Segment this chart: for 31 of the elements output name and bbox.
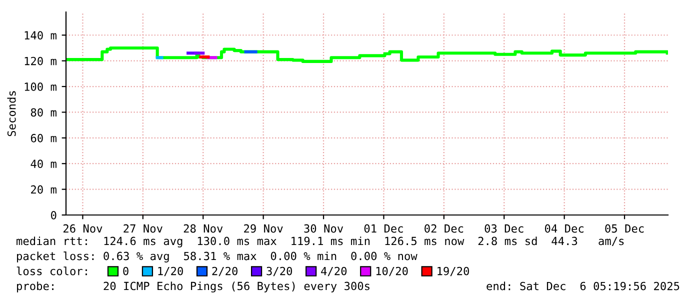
legend-label: 10/20 [376,266,408,276]
x-tick-label: 04 Dec [544,224,584,233]
x-tick-label: 05 Dec [605,224,644,233]
x-tick-label: 30 Nov [304,224,344,233]
legend-label: 0 [123,266,128,276]
legend-label: 2/20 [212,266,238,276]
text: probe: 20 ICMP Echo Pings (56 Bytes) every 300s [17,282,370,292]
x-tick-label: 26 Nov [63,224,102,233]
legend-label: 19/20 [438,266,469,276]
text: end: Sat Dec 6 05:19:56 2025 [486,282,680,290]
y-tick-label: 20 m [31,185,56,194]
y-tick-label: 140 m [24,31,56,40]
y-axis-title: Seconds [7,91,16,136]
x-tick-label: 27 Nov [124,224,162,233]
text: loss color: [16,266,87,276]
x-tick-label: 28 Nov [184,224,223,233]
y-tick-label: 60 m [30,134,56,142]
legend-label: 3/20 [266,266,292,276]
y-tick-label: 100 m [24,82,56,91]
x-tick-label: 29 Nov [244,224,283,233]
x-tick-label: 02 Dec [424,224,464,233]
legend-label: 1/20 [158,266,183,276]
x-tick-label: 03 Dec [484,224,524,233]
text: packet loss: 0.63 % avg 58.31 % max 0.00 % min 0.00 % now [17,252,418,262]
text: median rtt: 124.6 ms avg 130.0 ms max 119.1 ms min 126.5 ms now 2.8 ms sd 44.3 am/s [16,236,624,248]
x-tick-label: 01 Dec [364,224,403,233]
y-tick-label: 40 m [30,160,56,168]
y-tick-label: 120 m [24,56,56,66]
y-tick-label: 0 [51,211,56,220]
legend-label: 4/20 [321,266,347,276]
y-tick-label: 80 m [30,108,56,117]
